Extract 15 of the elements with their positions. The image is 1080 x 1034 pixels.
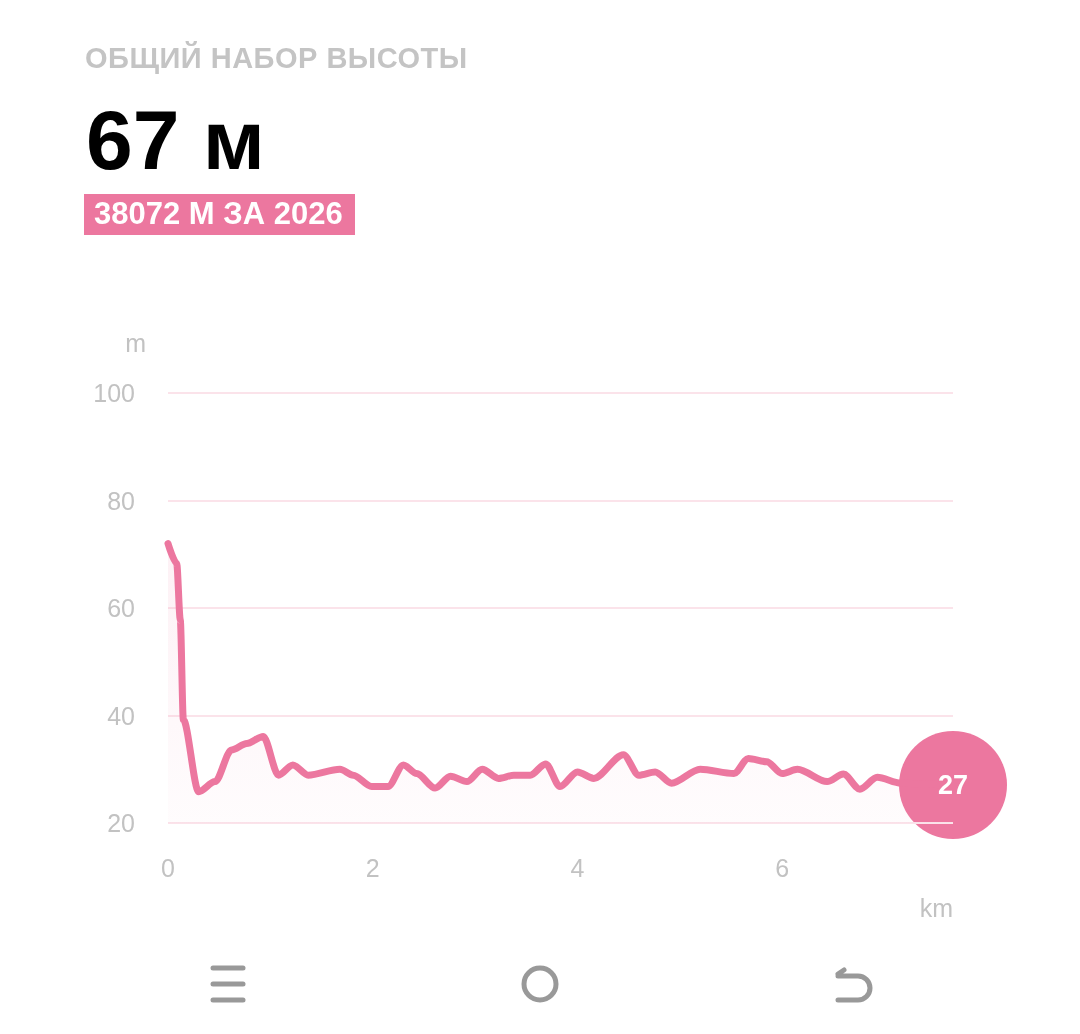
chart-title: ОБЩИЙ НАБОР ВЫСОТЫ	[85, 42, 468, 75]
x-tick-label: 4	[570, 853, 585, 882]
y-axis-title: m	[125, 328, 146, 357]
y-tick-label: 60	[107, 594, 135, 622]
y-tick-label: 100	[93, 379, 135, 407]
y-tick-label: 80	[107, 486, 135, 515]
x-tick-label: 6	[775, 853, 790, 882]
chart-subtitle: 67 м	[86, 92, 265, 189]
y-tick-label: 20	[107, 809, 135, 837]
data-label: 27	[937, 770, 969, 801]
text: 38072 М ЗА 2026	[84, 194, 355, 235]
x-tick-label: 0	[161, 853, 175, 882]
x-axis-title: km	[919, 893, 953, 922]
x-tick-label: 2	[365, 853, 380, 882]
y-tick-label: 40	[107, 701, 135, 730]
